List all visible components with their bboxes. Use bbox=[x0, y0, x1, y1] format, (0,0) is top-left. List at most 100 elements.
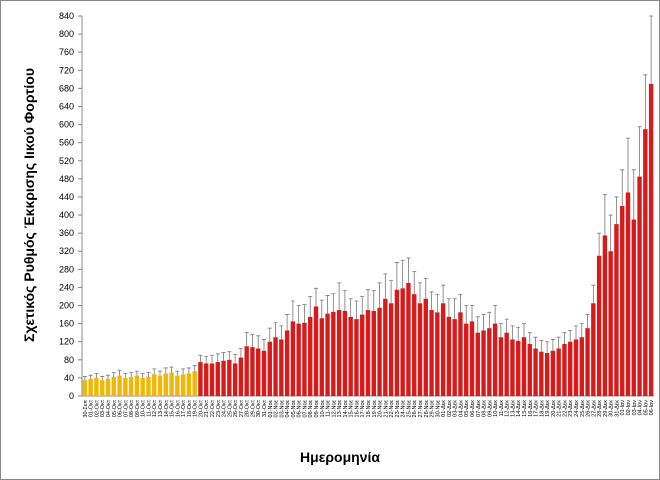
x-tick-label: 09-Νοε bbox=[314, 399, 320, 417]
bar bbox=[336, 310, 342, 396]
bar bbox=[596, 255, 602, 396]
error-bar bbox=[100, 376, 105, 381]
x-tick-label: 16-Οκτ bbox=[175, 399, 181, 417]
y-tick-label: 840 bbox=[59, 11, 74, 21]
x-tick-label: 03-Ιαν bbox=[632, 400, 638, 416]
error-bar bbox=[649, 15, 654, 84]
bar bbox=[614, 224, 619, 396]
bar bbox=[123, 377, 128, 396]
x-tick-label: 16-Νοε bbox=[354, 399, 360, 417]
x-tick-label: 28-Οκτ bbox=[245, 399, 251, 417]
bar bbox=[469, 321, 475, 396]
bar bbox=[221, 360, 226, 396]
error-bar bbox=[337, 282, 342, 311]
error-bar bbox=[169, 366, 174, 373]
error-bar bbox=[389, 280, 394, 304]
bar bbox=[152, 374, 157, 396]
bar bbox=[250, 347, 255, 396]
error-bar bbox=[608, 214, 613, 252]
error-bar bbox=[319, 299, 324, 319]
bar bbox=[579, 337, 584, 396]
error-bar bbox=[129, 372, 134, 377]
bar bbox=[100, 380, 105, 396]
x-tick-label: 11-Νοε bbox=[326, 399, 332, 417]
x-tick-label: 27-Νοε bbox=[418, 399, 424, 417]
bar bbox=[573, 339, 579, 396]
x-tick-label: 20-Νοε bbox=[378, 399, 384, 417]
error-bar bbox=[331, 293, 336, 312]
x-tick-label: 29-Οκτ bbox=[250, 399, 256, 417]
x-tick-label: 01-Οκτ bbox=[89, 399, 95, 417]
bar bbox=[423, 298, 428, 396]
error-bar bbox=[568, 330, 573, 342]
x-tick-label: 24-Δεκ bbox=[574, 400, 580, 417]
error-bar bbox=[597, 232, 602, 256]
x-tick-label: 09-Οκτ bbox=[135, 399, 141, 417]
error-bar bbox=[510, 325, 515, 340]
error-bar bbox=[244, 332, 249, 347]
error-bar bbox=[94, 372, 99, 378]
error-bar bbox=[238, 348, 243, 358]
error-bar bbox=[556, 336, 561, 349]
y-tick-label: 0 bbox=[69, 391, 74, 401]
y-tick-label: 360 bbox=[59, 228, 74, 238]
x-tick-label: 07-Δεκ bbox=[476, 400, 482, 417]
bar bbox=[128, 377, 134, 396]
x-tick-label: 11-Δεκ bbox=[499, 400, 505, 417]
bar bbox=[631, 219, 636, 396]
x-tick-label: 06-Οκτ bbox=[118, 399, 124, 417]
x-tick-label: 31-Οκτ bbox=[262, 399, 268, 417]
bar bbox=[209, 363, 215, 396]
x-tick-label: 13-Δεκ bbox=[510, 400, 516, 417]
x-tick-label: 12-Δεκ bbox=[505, 400, 511, 417]
bar bbox=[417, 303, 423, 396]
bar bbox=[140, 377, 145, 396]
y-tick-label: 400 bbox=[59, 210, 74, 220]
x-tick-label: 10-Οκτ bbox=[141, 399, 147, 417]
error-bar bbox=[360, 296, 365, 315]
x-tick-label: 06-Νοε bbox=[297, 399, 303, 417]
error-bar bbox=[516, 326, 521, 341]
x-tick-label: 30-Σεπ bbox=[83, 400, 89, 418]
x-tick-label: 24-Οκτ bbox=[222, 399, 228, 417]
bar bbox=[163, 373, 168, 396]
error-bar bbox=[527, 332, 532, 344]
x-tick-label: 01-Δεκ bbox=[441, 400, 447, 417]
error-bar bbox=[429, 291, 434, 311]
y-tick-label: 480 bbox=[59, 174, 74, 184]
bar bbox=[313, 306, 319, 396]
x-tick-label: 03-Νοε bbox=[279, 399, 285, 417]
x-tick-label: 25-Δεκ bbox=[580, 400, 586, 417]
bar bbox=[88, 378, 93, 396]
bar bbox=[388, 303, 394, 396]
x-tick-label: 19-Δεκ bbox=[545, 400, 551, 417]
bar bbox=[446, 316, 452, 396]
y-tick-label: 760 bbox=[59, 47, 74, 57]
y-tick-label: 560 bbox=[59, 138, 74, 148]
y-tick-label: 40 bbox=[64, 373, 74, 383]
x-tick-label: 06-Δεκ bbox=[470, 400, 476, 417]
error-bar bbox=[134, 370, 139, 376]
error-bar bbox=[585, 314, 590, 329]
error-bar bbox=[452, 298, 457, 320]
bar bbox=[643, 129, 648, 396]
bar bbox=[284, 330, 290, 396]
error-bar bbox=[152, 368, 157, 375]
y-tick-label: 680 bbox=[59, 83, 74, 93]
bar bbox=[602, 235, 608, 396]
error-bar bbox=[371, 290, 376, 311]
bar bbox=[585, 328, 590, 396]
bar bbox=[429, 310, 434, 396]
x-tick-label: 05-Δεκ bbox=[464, 400, 470, 417]
x-tick-label: 23-Δεκ bbox=[568, 400, 574, 417]
error-bar bbox=[354, 300, 359, 320]
bar bbox=[325, 313, 330, 396]
x-tick-label: 03-Δεκ bbox=[453, 400, 459, 417]
error-bar bbox=[377, 282, 382, 308]
x-tick-label: 29-Νοε bbox=[430, 399, 436, 417]
y-tick-label: 200 bbox=[59, 301, 74, 311]
error-bar bbox=[204, 356, 209, 364]
bar bbox=[198, 362, 203, 396]
error-bar bbox=[342, 290, 347, 311]
x-tick-label: 22-Οκτ bbox=[210, 399, 216, 417]
